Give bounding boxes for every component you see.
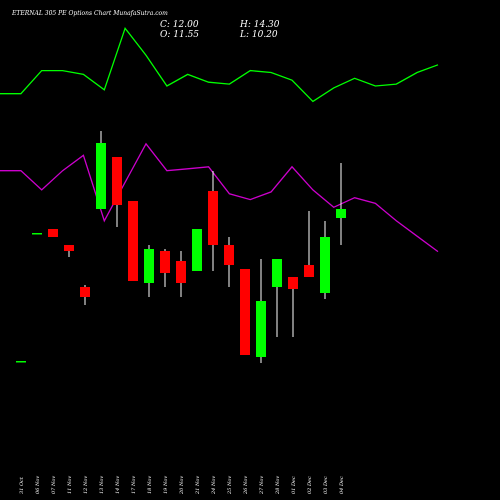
x-tick-label: 24 Nov <box>211 476 217 495</box>
chart-title: ETERNAL 305 PE Options Chart MunafaSutra… <box>11 10 168 17</box>
x-tick-label: 01 Dec <box>291 476 297 494</box>
x-tick-label: 12 Nov <box>83 476 89 494</box>
candle-body <box>96 143 106 209</box>
open-label: O: 11.55 <box>160 30 199 40</box>
x-tick-label: 19 Nov <box>163 476 169 494</box>
candle-body <box>208 191 218 245</box>
x-tick-label: 07 Nov <box>51 476 57 494</box>
candle-body <box>80 287 90 297</box>
x-tick-label: 28 Nov <box>275 476 281 495</box>
candle-body <box>112 157 122 205</box>
candle-body <box>176 261 186 283</box>
x-tick-label: 20 Nov <box>179 476 185 495</box>
candle-body <box>48 229 58 237</box>
x-tick-label: 26 Nov <box>243 476 249 495</box>
candle-body <box>16 361 26 363</box>
x-tick-label: 14 Nov <box>115 476 121 494</box>
candle-body <box>272 259 282 287</box>
x-tick-label: 11 Nov <box>67 476 73 494</box>
x-tick-label: 13 Nov <box>99 476 105 494</box>
x-tick-label: 04 Dec <box>339 476 345 494</box>
indicator-line-2 <box>0 142 439 253</box>
x-tick-label: 21 Nov <box>195 476 201 495</box>
close-label: C: 12.00 <box>160 20 199 30</box>
candle-body <box>160 251 170 273</box>
high-label: H: 14.30 <box>239 20 280 30</box>
candle-body <box>304 265 314 277</box>
indicator-line-1 <box>0 26 439 103</box>
candle-body <box>336 209 346 218</box>
low-label: L: 10.20 <box>239 30 278 40</box>
x-tick-label: 27 Nov <box>259 476 265 495</box>
candle-body <box>128 201 138 281</box>
candle-body <box>64 245 74 251</box>
x-tick-label: 03 Dec <box>323 476 329 494</box>
candle-body <box>192 229 202 271</box>
x-tick-label: 06 Nov <box>35 476 41 494</box>
candle-body <box>288 277 298 289</box>
candle-body <box>144 249 154 283</box>
candle-bodies <box>16 143 346 363</box>
x-axis-ticks: 31 Oct 06 Nov 07 Nov 11 Nov 12 Nov 13 Nov 14 N… <box>19 476 345 495</box>
candle-body <box>256 301 266 357</box>
candle-body <box>32 233 42 235</box>
candle-body <box>224 245 234 265</box>
x-tick-label: 02 Dec <box>307 476 313 494</box>
x-tick-label: 25 Nov <box>227 476 233 495</box>
indicator-lines <box>0 26 439 253</box>
x-tick-label: 31 Oct <box>19 476 25 494</box>
x-tick-label: 18 Nov <box>147 476 153 494</box>
x-tick-label: 17 Nov <box>131 476 137 494</box>
candle-body <box>320 237 330 293</box>
candle-body <box>240 269 250 355</box>
